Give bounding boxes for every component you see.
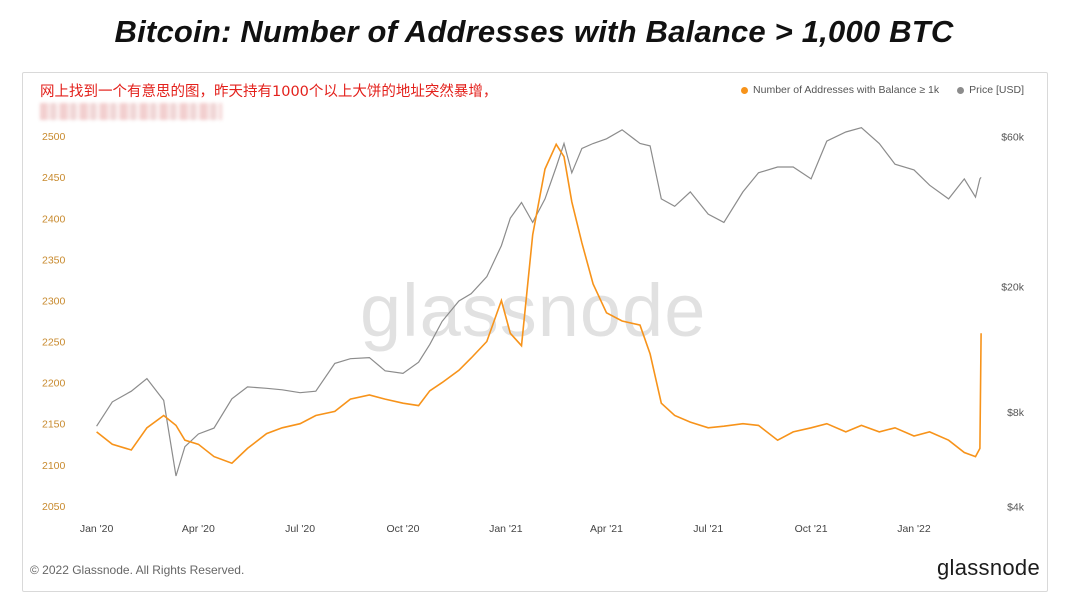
x-tick-label: Jul '21 xyxy=(693,523,723,535)
legend-label-price: Price [USD] xyxy=(969,84,1024,96)
x-tick-label: Jul '20 xyxy=(285,523,315,535)
chart-panel xyxy=(22,72,1048,592)
series-line-addresses xyxy=(96,142,982,465)
left-axis: 2050 2100 2150 2200 2250 2300 2350 2400 2450 2500 xyxy=(42,131,66,513)
left-tick-label: 2350 xyxy=(42,254,66,266)
series-line-price xyxy=(96,127,982,477)
right-tick-label: $60k xyxy=(1001,131,1025,143)
watermark: glassnode xyxy=(360,269,707,352)
right-tick-label: $20k xyxy=(1001,282,1025,294)
footer-copyright: © 2022 Glassnode. All Rights Reserved. xyxy=(30,563,245,577)
right-tick-label: $8k xyxy=(1007,407,1025,419)
legend-dot-price xyxy=(957,86,965,94)
legend-label-addresses: Number of Addresses with Balance ≥ 1k xyxy=(753,84,940,96)
x-tick-label: Apr '20 xyxy=(182,523,215,535)
x-tick-label: Jan '22 xyxy=(897,523,931,535)
annotation-text: 网上找到一个有意思的图，昨天持有1000个以上大饼的地址突然暴增， xyxy=(40,84,498,100)
glassnode-logo[interactable]: glassnode xyxy=(937,555,1040,580)
right-axis: $4k $8k $20k $60k xyxy=(1001,131,1025,513)
x-tick-label: Oct '21 xyxy=(795,523,828,535)
chart-legend: Number of Addresses with Balance ≥ 1k Pr… xyxy=(741,84,1024,96)
left-tick-label: 2300 xyxy=(42,295,66,307)
left-tick-label: 2450 xyxy=(42,172,66,184)
left-tick-label: 2200 xyxy=(42,378,66,390)
left-tick-label: 2150 xyxy=(42,419,66,431)
blurred-annotation xyxy=(40,103,222,120)
legend-item-price[interactable]: Price [USD] xyxy=(957,84,1024,96)
x-tick-label: Jan '20 xyxy=(80,523,114,535)
left-tick-label: 2100 xyxy=(42,460,66,472)
legend-dot-addresses xyxy=(741,86,749,94)
left-tick-label: 2050 xyxy=(42,501,66,513)
x-tick-label: Apr '21 xyxy=(590,523,623,535)
legend-item-addresses[interactable]: Number of Addresses with Balance ≥ 1k xyxy=(741,84,939,96)
left-tick-label: 2500 xyxy=(42,131,66,143)
x-axis: Jan '20 Apr '20 Jul '20 Oct '20 Jan '21 Apr '… xyxy=(80,523,931,535)
x-tick-label: Oct '20 xyxy=(387,523,420,535)
x-tick-label: Jan '21 xyxy=(489,523,523,535)
left-tick-label: 2400 xyxy=(42,213,66,225)
chart-headline: Bitcoin: Number of Addresses with Balanc… xyxy=(114,14,954,49)
left-tick-label: 2250 xyxy=(42,337,66,349)
right-tick-label: $4k xyxy=(1007,502,1025,514)
